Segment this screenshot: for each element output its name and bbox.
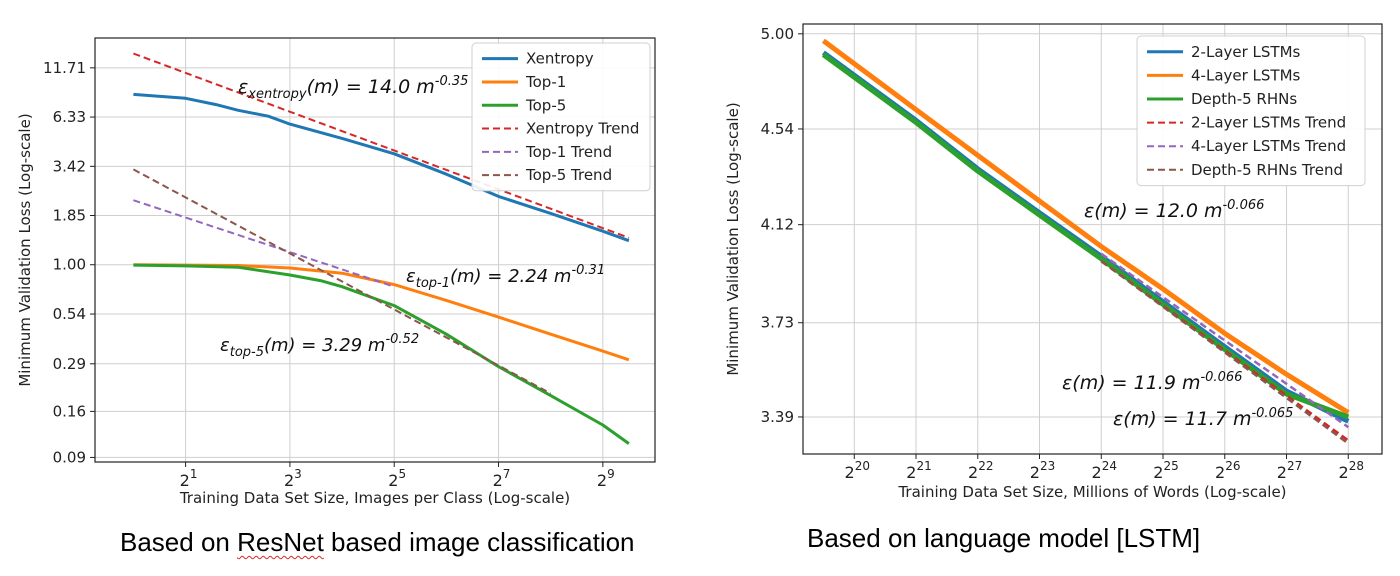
resnet-y-tick-label: 6.33: [53, 108, 86, 126]
lstm-x-tick-label: 228: [1339, 459, 1364, 482]
lstm-x-tick-label: 221: [906, 459, 931, 482]
lstm-x-tick-label: 220: [845, 459, 870, 482]
lstm-x-tick-label: 227: [1277, 459, 1302, 482]
lstm-x-tick-label: 224: [1092, 459, 1117, 482]
resnet-y-tick-label: 0.09: [53, 448, 86, 466]
lstm-x-tick-label: 226: [1215, 459, 1240, 482]
resnet-series: [132, 52, 630, 445]
resnet-y-tick-label: 0.54: [53, 305, 86, 323]
lstm-plot-frame: [802, 23, 1383, 455]
resnet-legend-label-top-1-trend: Top-1 Trend: [525, 143, 612, 161]
resnet-legend: Xentropy Top-1 Top-5 Xentropy Trend Top-1 Tr…: [471, 42, 651, 192]
resnet-legend-box: [471, 42, 651, 192]
resnet-y-tick-label: 1.00: [53, 256, 86, 274]
resnet-y-tick-label: 0.16: [53, 402, 86, 420]
lstm-x-tick-label: 225: [1153, 459, 1178, 482]
chart-lstm: 220 221 222 223 224 225 226 227 228 3.39 3.73 4.12 4…: [724, 23, 1383, 501]
resnet-annotation-2: εtop-1(m) = 2.24 m-0.31: [406, 263, 605, 291]
resnet-x-axis-label: Training Data Set Size, Images per Class…: [179, 489, 570, 507]
lstm-y-tick-label: 3.39: [761, 408, 794, 426]
lstm-y-tick-label: 3.73: [761, 314, 794, 332]
caption-lstm: Based on language model [LSTM]: [807, 523, 1201, 553]
lstm-series-4-layer-lstms: [821, 38, 1350, 415]
lstm-x-axis-label: Training Data Set Size, Millions of Word…: [897, 483, 1286, 501]
lstm-annotation-2: ε(m) = 11.9 m-0.066: [1062, 370, 1242, 394]
resnet-y-tick-label: 1.85: [53, 206, 86, 224]
lstm-y-tick-label: 5.00: [761, 25, 794, 43]
lstm-series-4-layer-lstms-trend: [1100, 252, 1350, 429]
lstm-legend-label-2-layer-lstms: 2-Layer LSTMs: [1191, 43, 1301, 61]
resnet-legend-label-top-1: Top-1: [525, 73, 566, 91]
resnet-legend-label-xentropy: Xentropy: [526, 50, 594, 68]
lstm-annotation-1: ε(m) = 12.0 m-0.066: [1084, 198, 1264, 222]
lstm-legend-label-2-layer-lstms-trend: 2-Layer LSTMs Trend: [1191, 114, 1346, 132]
resnet-y-tick-label: 3.42: [53, 157, 86, 175]
lstm-y-tick-label: 4.12: [761, 216, 794, 234]
lstm-legend: 2-Layer LSTMs 4-Layer LSTMs Depth-5 RHNs 2-…: [1136, 35, 1366, 187]
resnet-series-xentropy-trend: [133, 52, 630, 239]
resnet-x-tick-label: 21: [180, 467, 198, 490]
resnet-y-tick-label: 0.29: [53, 355, 86, 373]
resnet-x-tick-label: 27: [493, 467, 511, 490]
lstm-series: [821, 38, 1350, 445]
lstm-y-tick-label: 4.54: [761, 120, 794, 138]
resnet-x-tick-label: 25: [388, 467, 406, 490]
resnet-x-tick-label: 23: [284, 467, 302, 490]
resnet-annotation-3: εtop-5(m) = 3.29 m-0.52: [220, 332, 419, 360]
caption-resnet: Based on ResNet based image classificati…: [120, 527, 635, 558]
resnet-series-xentropy: [133, 92, 630, 243]
resnet-plot-frame: [94, 37, 656, 463]
lstm-legend-box: [1136, 35, 1366, 187]
resnet-x-tick-label: 29: [597, 467, 615, 490]
lstm-x-tick-label: 223: [1030, 459, 1055, 482]
resnet-legend-label-top-5-trend: Top-5 Trend: [525, 166, 612, 184]
resnet-annotation-1: εxentropy(m) = 14.0 m-0.35: [238, 74, 468, 102]
resnet-series-top-1-trend: [133, 199, 395, 288]
resnet-legend-label-top-5: Top-5: [525, 96, 566, 114]
resnet-legend-label-xentropy-trend: Xentropy Trend: [526, 120, 639, 138]
lstm-legend-label-4-layer-lstms-trend: 4-Layer LSTMs Trend: [1191, 137, 1346, 155]
resnet-y-tick-label: 11.71: [43, 59, 86, 77]
lstm-x-tick-label: 222: [968, 459, 993, 482]
lstm-annotation-3: ε(m) = 11.7 m-0.065: [1113, 406, 1293, 430]
caption-resnet-word: ResNet: [237, 527, 324, 557]
lstm-series-depth-5-rhns-trend: [1100, 260, 1350, 445]
resnet-series-top-5-trend: [132, 168, 552, 395]
caption-resnet-prefix: Based on: [120, 527, 238, 557]
chart-resnet: 21 23 25 27 29 0.09 0.16 0.29 0.54 1.00 1.85 3.42 6.…: [16, 37, 656, 507]
caption-resnet-suffix: based image classification: [323, 527, 635, 557]
lstm-legend-label-4-layer-lstms: 4-Layer LSTMs: [1191, 66, 1301, 84]
lstm-y-axis-label: Minimum Validation Loss (Log-scale): [724, 102, 742, 375]
resnet-y-axis-label: Minimum Validation Loss (Log-scale): [16, 113, 34, 386]
lstm-legend-label-depth-5-rhns: Depth-5 RHNs: [1191, 90, 1297, 108]
lstm-legend-label-depth-5-rhns-trend: Depth-5 RHNs Trend: [1191, 161, 1343, 179]
